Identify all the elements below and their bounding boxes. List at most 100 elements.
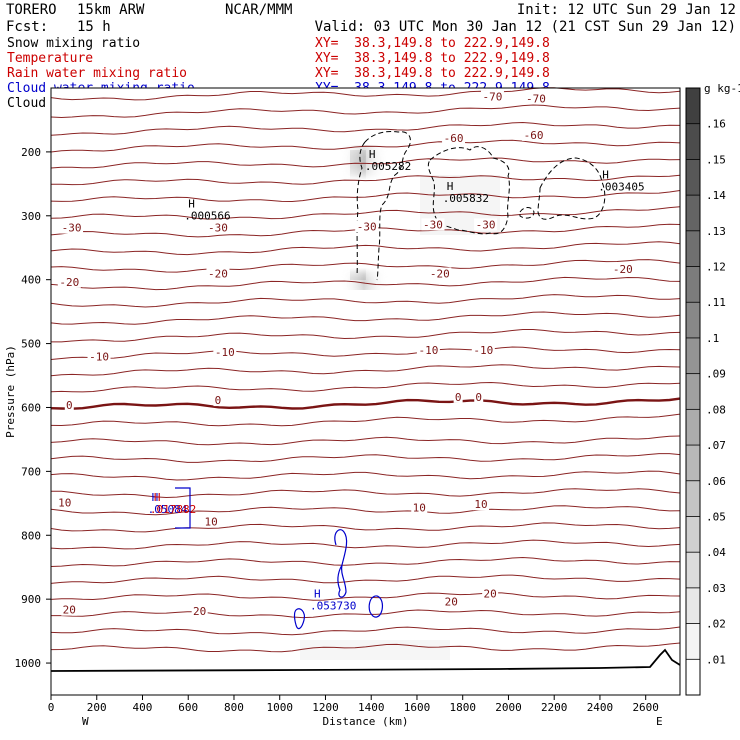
isotherm-label: 10 [474, 498, 487, 511]
field-xy-segment: XY= 38.3,149.8 to 222.9,149.8 [315, 36, 550, 51]
isotherm-label-bg [206, 267, 230, 280]
isotherm-line [50, 276, 681, 291]
isotherm-label: -60 [524, 129, 544, 142]
isotherm-line [50, 294, 681, 308]
isotherm-label-bg [64, 399, 74, 412]
isotherm-label: 20 [484, 588, 497, 601]
isotherm-label-bg [522, 128, 546, 141]
colorbar-tick-label: .12 [706, 261, 726, 274]
x-tick-label: 1800 [449, 701, 476, 714]
isotherm-line [50, 87, 681, 101]
x-tick-label: 1200 [312, 701, 339, 714]
isotherm-line [50, 259, 681, 273]
isotherm-line [50, 642, 681, 653]
isotherm-label-bg [203, 515, 220, 528]
colorbar-tick-label: .14 [706, 189, 726, 202]
colorbar-tick-label: .13 [706, 225, 726, 238]
isotherm-label-bg [471, 344, 495, 357]
isotherm-label: 20 [63, 604, 76, 617]
x-tick-label: 2000 [495, 701, 522, 714]
cloud-ice-contours [356, 131, 606, 281]
x-tick-label: 600 [178, 701, 198, 714]
extremum-marker: H [369, 148, 376, 161]
x-tick-label: 1400 [358, 701, 385, 714]
isotherm-label-bg [442, 132, 466, 145]
y-tick-label: 500 [21, 338, 41, 351]
colorbar-segment [686, 480, 700, 517]
isotherm-label-bg [474, 390, 484, 403]
x-tick-label: 1600 [404, 701, 431, 714]
extremum-marker: H [152, 491, 159, 504]
colorbar-tick-label: .16 [706, 118, 726, 131]
x-tick-label: 2600 [632, 701, 659, 714]
isotherm-label-bg [206, 221, 230, 234]
y-tick-label: 800 [21, 529, 41, 542]
isotherm-label: 0 [215, 394, 222, 407]
cloud-water-contours [175, 487, 383, 630]
y-tick-label: 600 [21, 401, 41, 414]
isotherm-label: -20 [613, 263, 633, 276]
isotherm-label-bg [474, 218, 498, 231]
isotherm-line [50, 346, 681, 360]
extremum-marker: H [602, 168, 609, 181]
isotherm-label: 0 [475, 391, 482, 404]
colorbar-segment [686, 88, 700, 125]
isotherm-line [50, 626, 681, 636]
colorbar-segment [686, 659, 700, 696]
extremum-value: .005832 [443, 192, 489, 205]
colorbar-segment [686, 445, 700, 482]
colorbar-tick-label: .02 [706, 618, 726, 631]
field-xy-segment: XY= 38.3,149.8 to 222.9,149.8 [315, 51, 550, 66]
y-tick-label: 900 [21, 593, 41, 606]
colorbar-tick-label: .04 [706, 546, 726, 559]
isotherm-line [50, 574, 681, 584]
east-endpoint-label: E [656, 715, 663, 728]
colorbar-segment [686, 552, 700, 589]
isotherm-line [50, 413, 681, 427]
extremum-marker: H [188, 198, 195, 211]
isotherm-line [50, 139, 681, 153]
colorbar-segment [686, 302, 700, 339]
isotherm-label: -30 [357, 220, 377, 233]
init-time: Init: 12 UTC Sun 29 Jan 12 [516, 2, 736, 18]
isotherm-line [50, 556, 681, 567]
isotherm-label-bg [87, 350, 111, 363]
colorbar-segment [686, 587, 700, 625]
colorbar-tick-label: .15 [706, 153, 726, 166]
forecast-hour: 15 h [77, 19, 111, 35]
isotherm-line [50, 435, 681, 446]
colorbar-segment [686, 623, 700, 660]
extremum-value: .017882 [150, 503, 196, 516]
isotherm-label: 0 [455, 391, 462, 404]
isotherm-line [50, 381, 681, 393]
isotherm-label: 10 [58, 496, 71, 509]
colorbar-tick-label: .06 [706, 475, 726, 488]
colorbar-segment [686, 123, 700, 160]
colorbar-segment [686, 159, 700, 196]
x-tick-label: 1000 [266, 701, 293, 714]
terrain-line [50, 648, 681, 672]
colorbar-tick-label: .01 [706, 653, 726, 666]
isotherm-label-bg [411, 501, 428, 514]
isotherm-line [50, 104, 681, 119]
model-resolution: 15km ARW [77, 2, 145, 18]
field-label: Snow mixing ratio [7, 36, 141, 51]
extremum-value: .003405 [598, 180, 644, 193]
isotherm-label: 20 [445, 595, 458, 608]
colorbar-segment [686, 266, 700, 303]
isotherm-label: -10 [89, 351, 109, 364]
x-axis-label: Distance (km) [322, 715, 408, 728]
isotherm-label-bg [213, 394, 223, 407]
isotherm-label: -30 [62, 222, 82, 235]
field-xy-segment: XY= 38.3,149.8 to 222.9,149.8 [315, 66, 550, 81]
isotherm-label: -10 [215, 346, 235, 359]
isotherm-label-bg [482, 587, 499, 600]
y-tick-label: 700 [21, 465, 41, 478]
colorbar-tick-label: .09 [706, 368, 726, 381]
extremum-value: .000566 [184, 210, 230, 223]
x-tick-label: 200 [87, 701, 107, 714]
isotherm-label-bg [473, 498, 490, 511]
isotherm-label: -70 [483, 91, 503, 104]
isotherm-label-bg [57, 275, 81, 288]
